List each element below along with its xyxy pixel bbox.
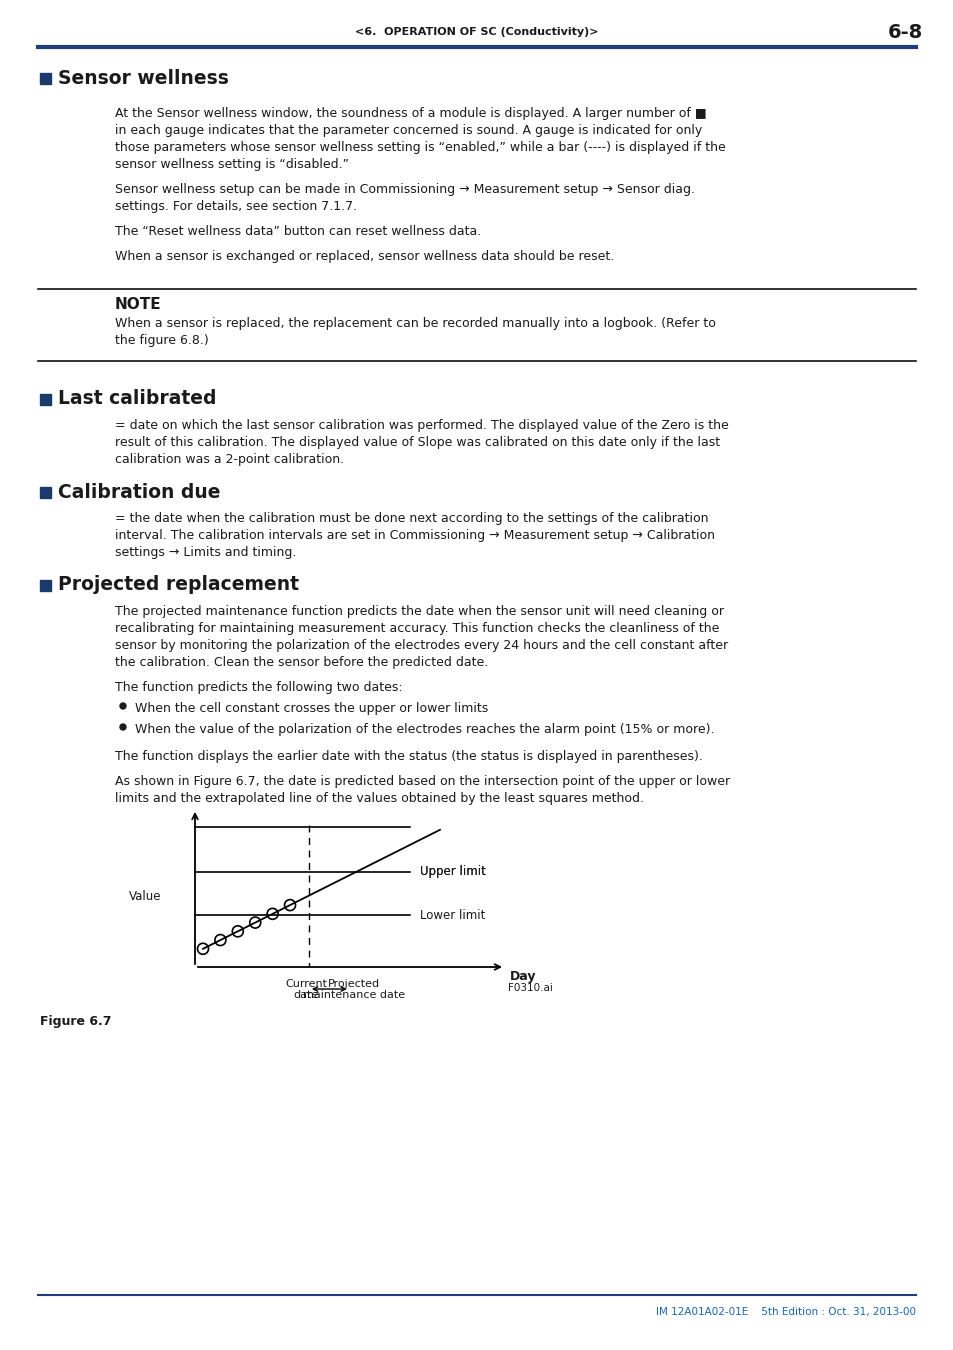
Text: calibration was a 2-point calibration.: calibration was a 2-point calibration. (115, 454, 344, 466)
Bar (40, 394, 51, 405)
Text: Value: Value (129, 891, 161, 903)
Text: date: date (293, 990, 318, 1000)
Text: F0310.ai: F0310.ai (507, 983, 553, 994)
Text: those parameters whose sensor wellness setting is “enabled,” while a bar (----) : those parameters whose sensor wellness s… (115, 140, 725, 154)
Text: the figure 6.8.): the figure 6.8.) (115, 333, 209, 347)
Text: maintenance date: maintenance date (302, 990, 404, 1000)
Text: Projected: Projected (328, 979, 379, 990)
Text: limits and the extrapolated line of the values obtained by the least squares met: limits and the extrapolated line of the … (115, 792, 643, 805)
Text: Day: Day (510, 971, 536, 983)
Text: Lower limit: Lower limit (419, 909, 485, 922)
Bar (40, 580, 51, 591)
Text: The “Reset wellness data” button can reset wellness data.: The “Reset wellness data” button can res… (115, 225, 480, 238)
Text: Upper limit: Upper limit (419, 865, 485, 879)
Text: 6-8: 6-8 (886, 23, 922, 42)
Text: Projected replacement: Projected replacement (58, 575, 298, 594)
Text: <6.  OPERATION OF SC (Conductivity)>: <6. OPERATION OF SC (Conductivity)> (355, 27, 598, 36)
Circle shape (120, 724, 126, 730)
Text: settings → Limits and timing.: settings → Limits and timing. (115, 545, 296, 559)
Text: = the date when the calibration must be done next according to the settings of t: = the date when the calibration must be … (115, 512, 708, 525)
Bar (40, 487, 51, 498)
Text: Sensor wellness: Sensor wellness (58, 69, 229, 88)
Text: settings. For details, see section 7.1.7.: settings. For details, see section 7.1.7… (115, 200, 356, 213)
Text: sensor wellness setting is “disabled.”: sensor wellness setting is “disabled.” (115, 158, 349, 171)
Text: When the value of the polarization of the electrodes reaches the alarm point (15: When the value of the polarization of th… (135, 724, 714, 736)
Text: Calibration due: Calibration due (58, 482, 220, 501)
Text: IM 12A01A02-01E    5th Edition : Oct. 31, 2013-00: IM 12A01A02-01E 5th Edition : Oct. 31, 2… (656, 1307, 915, 1318)
Text: Upper limit: Upper limit (419, 865, 485, 879)
Text: Sensor wellness setup can be made in Commissioning → Measurement setup → Sensor : Sensor wellness setup can be made in Com… (115, 184, 695, 196)
Text: = date on which the last sensor calibration was performed. The displayed value o: = date on which the last sensor calibrat… (115, 418, 728, 432)
Text: NOTE: NOTE (115, 297, 161, 312)
Text: interval. The calibration intervals are set in Commissioning → Measurement setup: interval. The calibration intervals are … (115, 529, 714, 541)
Circle shape (120, 703, 126, 709)
Text: When a sensor is exchanged or replaced, sensor wellness data should be reset.: When a sensor is exchanged or replaced, … (115, 250, 614, 263)
Text: When the cell constant crosses the upper or lower limits: When the cell constant crosses the upper… (135, 702, 488, 716)
Bar (40, 73, 51, 84)
Text: When a sensor is replaced, the replacement can be recorded manually into a logbo: When a sensor is replaced, the replaceme… (115, 317, 715, 329)
Text: recalibrating for maintaining measurement accuracy. This function checks the cle: recalibrating for maintaining measuremen… (115, 622, 719, 634)
Text: At the Sensor wellness window, the soundness of a module is displayed. A larger : At the Sensor wellness window, the sound… (115, 107, 706, 120)
Text: the calibration. Clean the sensor before the predicted date.: the calibration. Clean the sensor before… (115, 656, 488, 670)
Text: The projected maintenance function predicts the date when the sensor unit will n: The projected maintenance function predi… (115, 605, 723, 618)
Text: Current: Current (285, 979, 327, 990)
Text: result of this calibration. The displayed value of Slope was calibrated on this : result of this calibration. The displaye… (115, 436, 720, 450)
Text: in each gauge indicates that the parameter concerned is sound. A gauge is indica: in each gauge indicates that the paramet… (115, 124, 701, 136)
Text: Last calibrated: Last calibrated (58, 390, 216, 409)
Text: The function displays the earlier date with the status (the status is displayed : The function displays the earlier date w… (115, 751, 702, 763)
Text: sensor by monitoring the polarization of the electrodes every 24 hours and the c: sensor by monitoring the polarization of… (115, 639, 727, 652)
Text: Figure 6.7: Figure 6.7 (40, 1015, 112, 1027)
Text: The function predicts the following two dates:: The function predicts the following two … (115, 680, 402, 694)
Text: As shown in Figure 6.7, the date is predicted based on the intersection point of: As shown in Figure 6.7, the date is pred… (115, 775, 729, 788)
